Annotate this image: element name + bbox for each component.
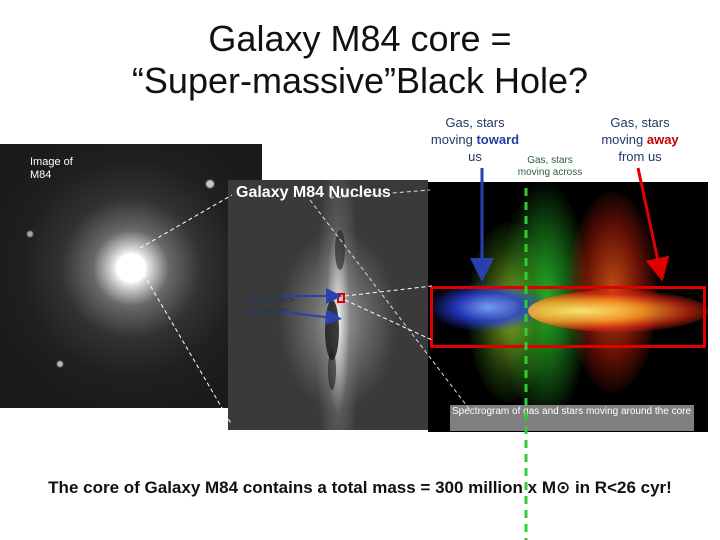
m84-photo	[0, 144, 262, 408]
away-arrow	[636, 167, 670, 282]
m84-photo-label: Image of M84	[30, 156, 73, 182]
away-label-line3: from us	[618, 149, 662, 164]
away-label-line2: moving away	[601, 132, 679, 147]
toward-label-line2: moving toward	[430, 132, 520, 147]
spectrogram-caption: Spectrogram of gas and stars moving arou…	[450, 405, 694, 431]
across-label-line1: Gas, stars	[527, 155, 573, 166]
conclusion-text: The core of Galaxy M84 contains a total …	[48, 478, 672, 497]
zoom-line-upper	[139, 194, 233, 249]
away-word: away	[646, 132, 679, 147]
toward-label: Gas, stars moving toward us	[400, 114, 550, 165]
away-label-line1: Gas, stars	[610, 115, 670, 130]
stis-label-line1: Area STIS	[248, 294, 295, 305]
stis-zoom-line-upper	[344, 285, 433, 297]
toward-label-line1: Gas, stars	[445, 115, 505, 130]
m84-label-line2: M84	[30, 169, 52, 181]
nucleus-zoom-line-upper	[309, 199, 471, 411]
toward-word: toward	[476, 132, 520, 147]
nucleus-title: Galaxy M84 Nucleus	[236, 184, 391, 201]
across-label-line2: moving across	[517, 167, 583, 178]
dust-lane-upper	[335, 230, 345, 270]
spectrogram	[428, 182, 708, 432]
dust-lane-lower	[328, 350, 336, 390]
spectrogram-core-streak	[528, 290, 708, 332]
nucleus-zoom-line-top	[329, 189, 431, 199]
stis-label-line2: observes	[248, 306, 289, 317]
across-label: Gas, stars moving across	[500, 155, 600, 179]
core-highlight-box	[430, 286, 706, 348]
stis-zoom-line-lower	[344, 299, 433, 341]
title-line-2: “Super-massive”Black Hole?	[131, 60, 589, 101]
m84-label-line1: Image of	[30, 156, 73, 168]
toward-label-line3: us	[468, 149, 482, 164]
away-label: Gas, stars moving away from us	[570, 114, 710, 165]
slide-title: Galaxy M84 core = “Super-massive”Black H…	[80, 18, 640, 102]
stis-label: Area STIS observes	[248, 294, 294, 318]
zoom-line-lower	[139, 267, 233, 426]
nucleus-image	[228, 180, 428, 430]
title-line-1: Galaxy M84 core =	[208, 18, 512, 59]
stis-arrow-bottom	[281, 309, 342, 326]
